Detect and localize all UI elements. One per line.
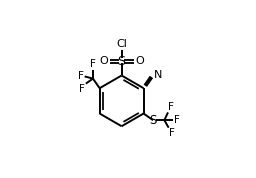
Text: F: F (79, 84, 85, 94)
Text: S: S (118, 55, 126, 68)
Text: F: F (168, 102, 174, 112)
Text: F: F (90, 59, 96, 69)
Text: F: F (174, 115, 180, 125)
Text: O: O (99, 56, 108, 66)
Text: Cl: Cl (116, 39, 127, 49)
Text: N: N (154, 70, 162, 80)
Text: S: S (150, 114, 157, 127)
Text: O: O (136, 56, 144, 66)
Text: F: F (78, 71, 84, 81)
Text: F: F (169, 128, 175, 138)
